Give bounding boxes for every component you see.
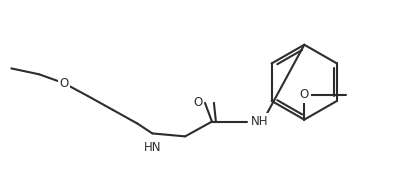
Text: HN: HN: [144, 141, 161, 154]
Text: O: O: [300, 89, 309, 101]
Text: NH: NH: [251, 115, 269, 128]
Text: O: O: [59, 77, 68, 90]
Text: O: O: [194, 96, 202, 109]
